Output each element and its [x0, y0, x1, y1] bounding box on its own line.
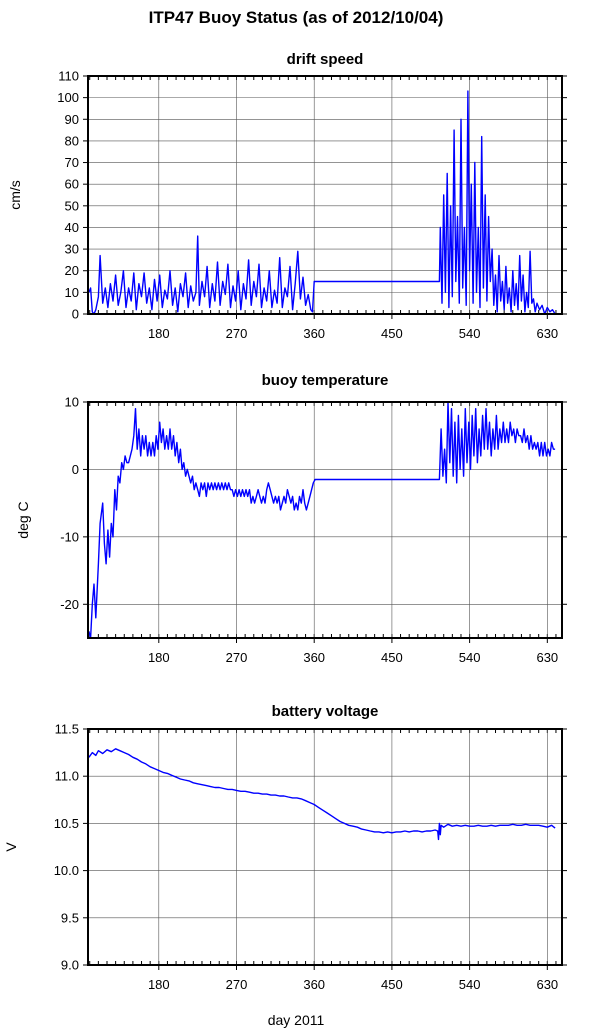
speed-ytick-label: 60 — [65, 177, 79, 192]
speed-title: drift speed — [287, 51, 364, 68]
volt-xtick-label: 450 — [381, 977, 403, 992]
volt-ylabel: V — [3, 842, 19, 852]
temp-chart: buoy temperature deg C 180 270 360 450 540 630 -… — [15, 372, 567, 665]
temp-xtick-label: 450 — [381, 650, 403, 665]
volt-xtick-label: 360 — [303, 977, 325, 992]
speed-xtick-label: 270 — [226, 326, 248, 341]
speed-plot-frame — [87, 75, 563, 315]
speed-series-line — [88, 90, 556, 315]
temp-ylabel: deg C — [15, 501, 31, 538]
volt-xtick-label: 630 — [536, 977, 558, 992]
page-title: ITP47 Buoy Status (as of 2012/10/04) — [148, 8, 444, 27]
speed-ytick-label: 50 — [65, 198, 79, 213]
temp-ytick-label: 0 — [72, 462, 79, 477]
temp-ytick-label: -20 — [60, 597, 79, 612]
temp-xtick-label: 630 — [536, 650, 558, 665]
speed-ytick-label: 110 — [58, 69, 79, 84]
speed-ytick-label: 20 — [65, 263, 79, 278]
volt-ytick-label: 11.5 — [55, 722, 79, 737]
temp-xtick-label: 360 — [303, 650, 325, 665]
volt-ytick-label: 9.0 — [61, 958, 79, 973]
speed-ytick-label: 90 — [65, 112, 79, 127]
speed-ytick-label: 70 — [65, 155, 79, 170]
speed-xtick-label: 450 — [381, 326, 403, 341]
temp-series-line — [88, 401, 556, 639]
speed-xtick-label: 630 — [536, 326, 558, 341]
speed-xtick-label: 360 — [303, 326, 325, 341]
speed-ytick-label: 80 — [65, 133, 79, 148]
speed-ytick-label: 10 — [65, 285, 79, 300]
speed-ytick-label: 40 — [65, 220, 79, 235]
speed-ytick-label: 100 — [57, 90, 79, 105]
volt-series-line — [88, 748, 556, 841]
temp-xtick-label: 270 — [226, 650, 248, 665]
volt-ytick-label: 9.5 — [61, 910, 79, 925]
volt-ytick-label: 10.5 — [54, 816, 79, 831]
volt-chart: battery voltage V 180 270 360 450 540 630 9.0 9.5… — [3, 703, 567, 992]
temp-ytick-label: 10 — [65, 395, 79, 410]
volt-xtick-label: 180 — [148, 977, 170, 992]
speed-ytick-label: 30 — [65, 242, 79, 257]
speed-chart: drift speed cm/s 180 270 360 450 540 630 0 10 20 30… — [7, 51, 567, 341]
x-axis-label: day 2011 — [267, 1012, 325, 1028]
speed-xtick-label: 180 — [148, 326, 170, 341]
volt-xtick-label: 540 — [459, 977, 481, 992]
temp-xtick-label: 180 — [148, 650, 170, 665]
volt-ytick-label: 11.0 — [55, 769, 79, 784]
speed-ylabel: cm/s — [7, 180, 23, 210]
temp-ytick-label: -10 — [60, 529, 79, 544]
volt-xtick-label: 270 — [226, 977, 248, 992]
volt-plot-frame — [87, 728, 563, 966]
temp-xtick-label: 540 — [459, 650, 481, 665]
speed-xtick-label: 540 — [459, 326, 481, 341]
volt-title: battery voltage — [272, 703, 379, 720]
temp-title: buoy temperature — [262, 372, 389, 389]
speed-ytick-label: 0 — [72, 307, 79, 322]
volt-ytick-label: 10.0 — [54, 863, 79, 878]
temp-plot-frame — [87, 401, 563, 639]
